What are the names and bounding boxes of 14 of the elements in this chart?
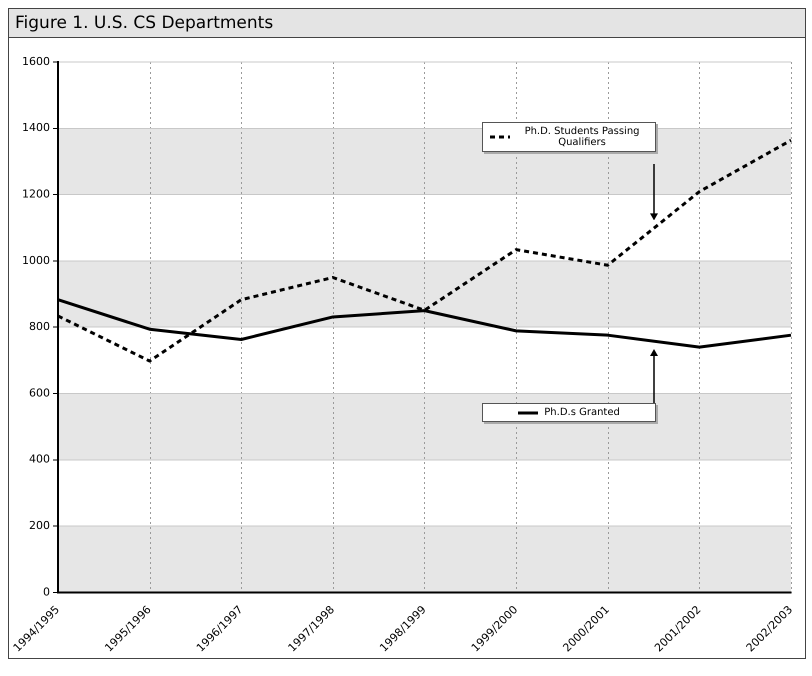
y-tick-label: 1600 (22, 54, 50, 68)
y-tick-label: 800 (28, 320, 50, 334)
legend-label: Ph.D.s Granted (544, 407, 620, 418)
label-box: Ph.D.s Granted (482, 403, 656, 422)
y-tick-label: 1200 (22, 187, 50, 200)
y-tick-label: 1400 (22, 121, 50, 134)
legend-label: Ph.D. Students Passing Qualifiers (524, 126, 641, 148)
y-tick-label: 400 (28, 452, 50, 466)
y-tick-label: 200 (28, 519, 50, 532)
label-box: Ph.D. Students Passing Qualifiers (482, 122, 656, 152)
y-tick-label: 600 (28, 386, 50, 400)
chart-title: Figure 1. U.S. CS Departments (9, 9, 805, 38)
y-tick-label: 0 (42, 585, 50, 598)
y-tick-label: 1000 (22, 254, 50, 267)
